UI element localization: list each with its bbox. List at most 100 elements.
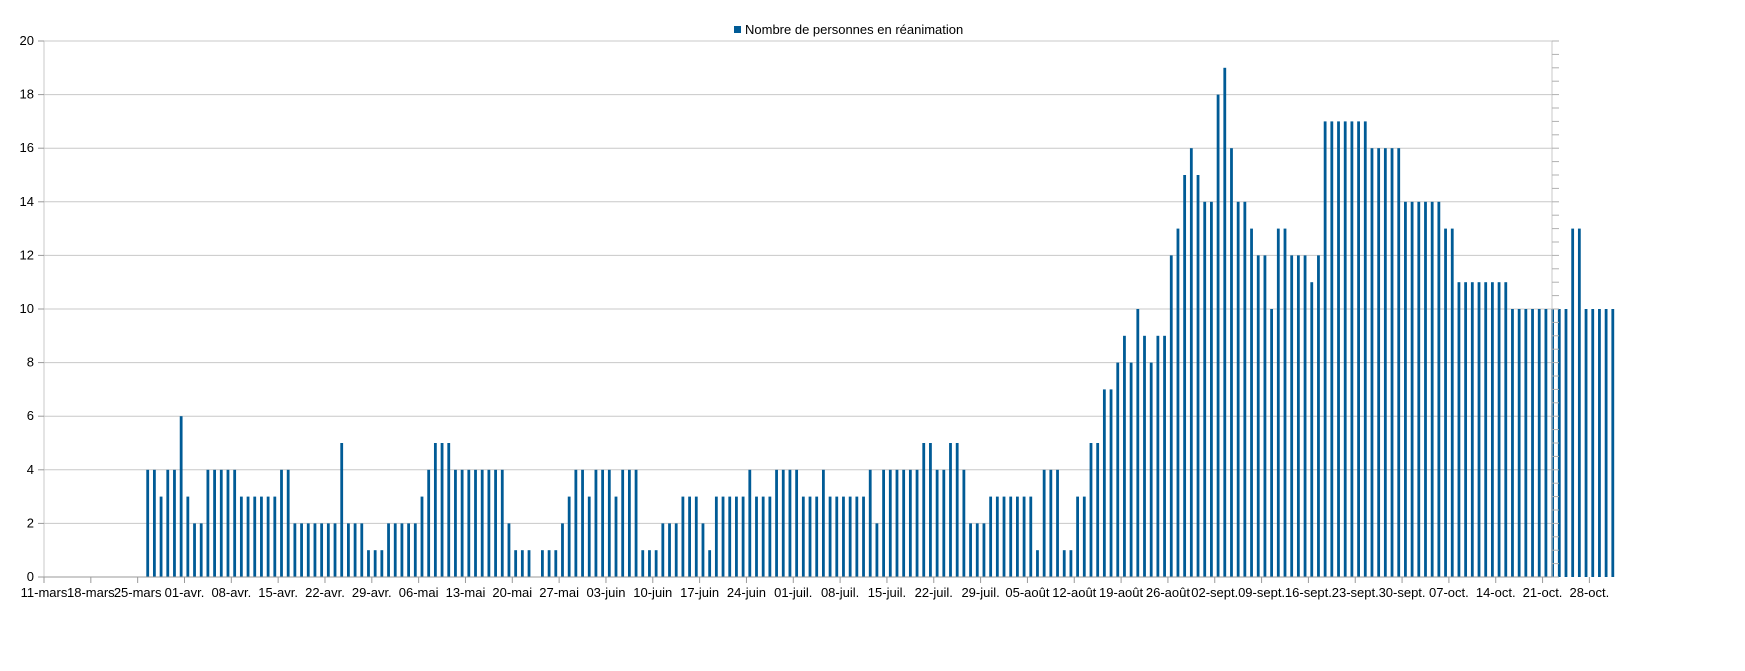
bar <box>1317 255 1320 577</box>
bar <box>875 523 879 577</box>
bar <box>922 443 926 577</box>
bar <box>199 523 203 577</box>
bar <box>1377 148 1381 577</box>
bar <box>280 469 283 577</box>
bar <box>413 523 417 577</box>
x-tick-label: 30-sept. <box>1379 585 1426 600</box>
legend-label: Nombre de personnes en réanimation <box>745 22 963 37</box>
bar <box>1363 121 1367 578</box>
bar <box>340 443 344 577</box>
bar <box>1196 175 1200 577</box>
bar <box>1410 201 1414 578</box>
bar <box>982 523 986 577</box>
x-tick-label: 01-avr. <box>165 585 205 600</box>
bar <box>949 443 952 577</box>
bar <box>674 523 678 577</box>
bar <box>654 550 658 577</box>
bar <box>882 469 885 577</box>
bar <box>507 523 511 577</box>
bar <box>1457 282 1461 577</box>
bar <box>1564 309 1568 577</box>
bar <box>1490 282 1494 577</box>
bar <box>661 523 665 577</box>
bar <box>480 469 484 577</box>
bar <box>868 469 872 577</box>
bar <box>420 496 424 577</box>
bar <box>1156 335 1160 577</box>
x-tick-label: 20-mai <box>492 585 532 600</box>
bar <box>1163 335 1166 577</box>
x-tick-label: 28-oct. <box>1570 585 1610 600</box>
bar <box>701 523 705 577</box>
x-tick-label: 23-sept. <box>1332 585 1379 600</box>
bar <box>447 443 451 577</box>
bar <box>373 550 377 577</box>
bar <box>895 469 899 577</box>
x-tick-label: 14-oct. <box>1476 585 1516 600</box>
bar <box>1444 228 1447 577</box>
bar <box>1337 121 1340 578</box>
bar <box>253 496 257 577</box>
bar <box>788 469 792 577</box>
bar <box>728 496 732 577</box>
bar <box>1176 228 1180 577</box>
bar <box>1544 309 1548 577</box>
bar <box>1357 121 1360 578</box>
bar <box>1310 282 1314 577</box>
bar <box>1598 309 1601 577</box>
bar <box>815 496 819 577</box>
bar <box>801 496 805 577</box>
bar <box>353 523 357 577</box>
y-tick-label: 16 <box>20 140 34 155</box>
bar <box>1036 550 1039 577</box>
bar <box>260 496 263 577</box>
bar <box>768 496 772 577</box>
bar <box>380 550 384 577</box>
bar <box>1571 228 1575 577</box>
bar <box>1243 201 1247 578</box>
bar <box>1116 362 1120 577</box>
bar <box>1009 496 1013 577</box>
bar <box>567 496 571 577</box>
bar <box>1223 67 1227 578</box>
bar <box>781 469 785 577</box>
bar <box>1069 550 1073 577</box>
bar <box>1484 282 1488 577</box>
bar <box>1143 335 1146 577</box>
bar <box>239 496 243 577</box>
bar <box>213 469 216 577</box>
y-tick-label: 14 <box>20 194 34 209</box>
bar <box>1076 496 1079 577</box>
bar <box>494 469 497 577</box>
bar <box>821 469 825 577</box>
x-tick-label: 15-juil. <box>868 585 906 600</box>
x-tick-label: 06-mai <box>399 585 439 600</box>
x-tick-label: 08-avr. <box>211 585 251 600</box>
bar <box>908 469 912 577</box>
bar <box>1189 148 1193 577</box>
bar <box>1404 201 1407 578</box>
x-tick-label: 07-oct. <box>1429 585 1469 600</box>
bar <box>1591 309 1595 577</box>
bar <box>714 496 718 577</box>
bar <box>735 496 738 577</box>
bar <box>1504 282 1508 577</box>
bar <box>173 469 176 577</box>
bar <box>179 416 183 577</box>
y-tick-label: 2 <box>27 515 34 530</box>
bar <box>828 496 832 577</box>
bar <box>1524 309 1528 577</box>
bar <box>1236 201 1240 578</box>
bar <box>286 469 290 577</box>
bar <box>393 523 397 577</box>
bar <box>1477 282 1481 577</box>
bar <box>1270 309 1274 577</box>
bar <box>360 523 364 577</box>
bar <box>1123 335 1126 577</box>
bar <box>1056 469 1059 577</box>
bar <box>347 523 350 577</box>
bar <box>1350 121 1354 578</box>
bar <box>1604 309 1608 577</box>
bar <box>835 496 839 577</box>
